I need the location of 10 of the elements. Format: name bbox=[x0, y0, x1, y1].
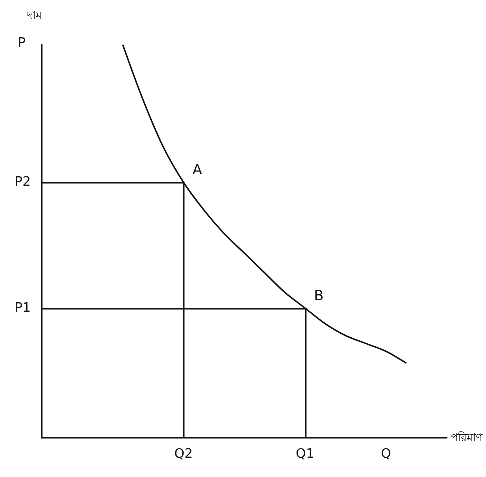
x-tick-label: Q bbox=[381, 447, 392, 462]
ref-line-label: P2 bbox=[14, 175, 31, 190]
text: P bbox=[18, 36, 26, 51]
ref-line-label: P1 bbox=[14, 300, 31, 316]
x-tick-label: Q2 bbox=[174, 447, 194, 462]
x-tick-label: Q1 bbox=[296, 447, 315, 462]
annotation: A bbox=[192, 162, 203, 179]
y-axis-title: দাম bbox=[26, 9, 43, 22]
annotation: B bbox=[314, 288, 324, 304]
x-axis-title: পরিমাণ bbox=[451, 432, 483, 444]
